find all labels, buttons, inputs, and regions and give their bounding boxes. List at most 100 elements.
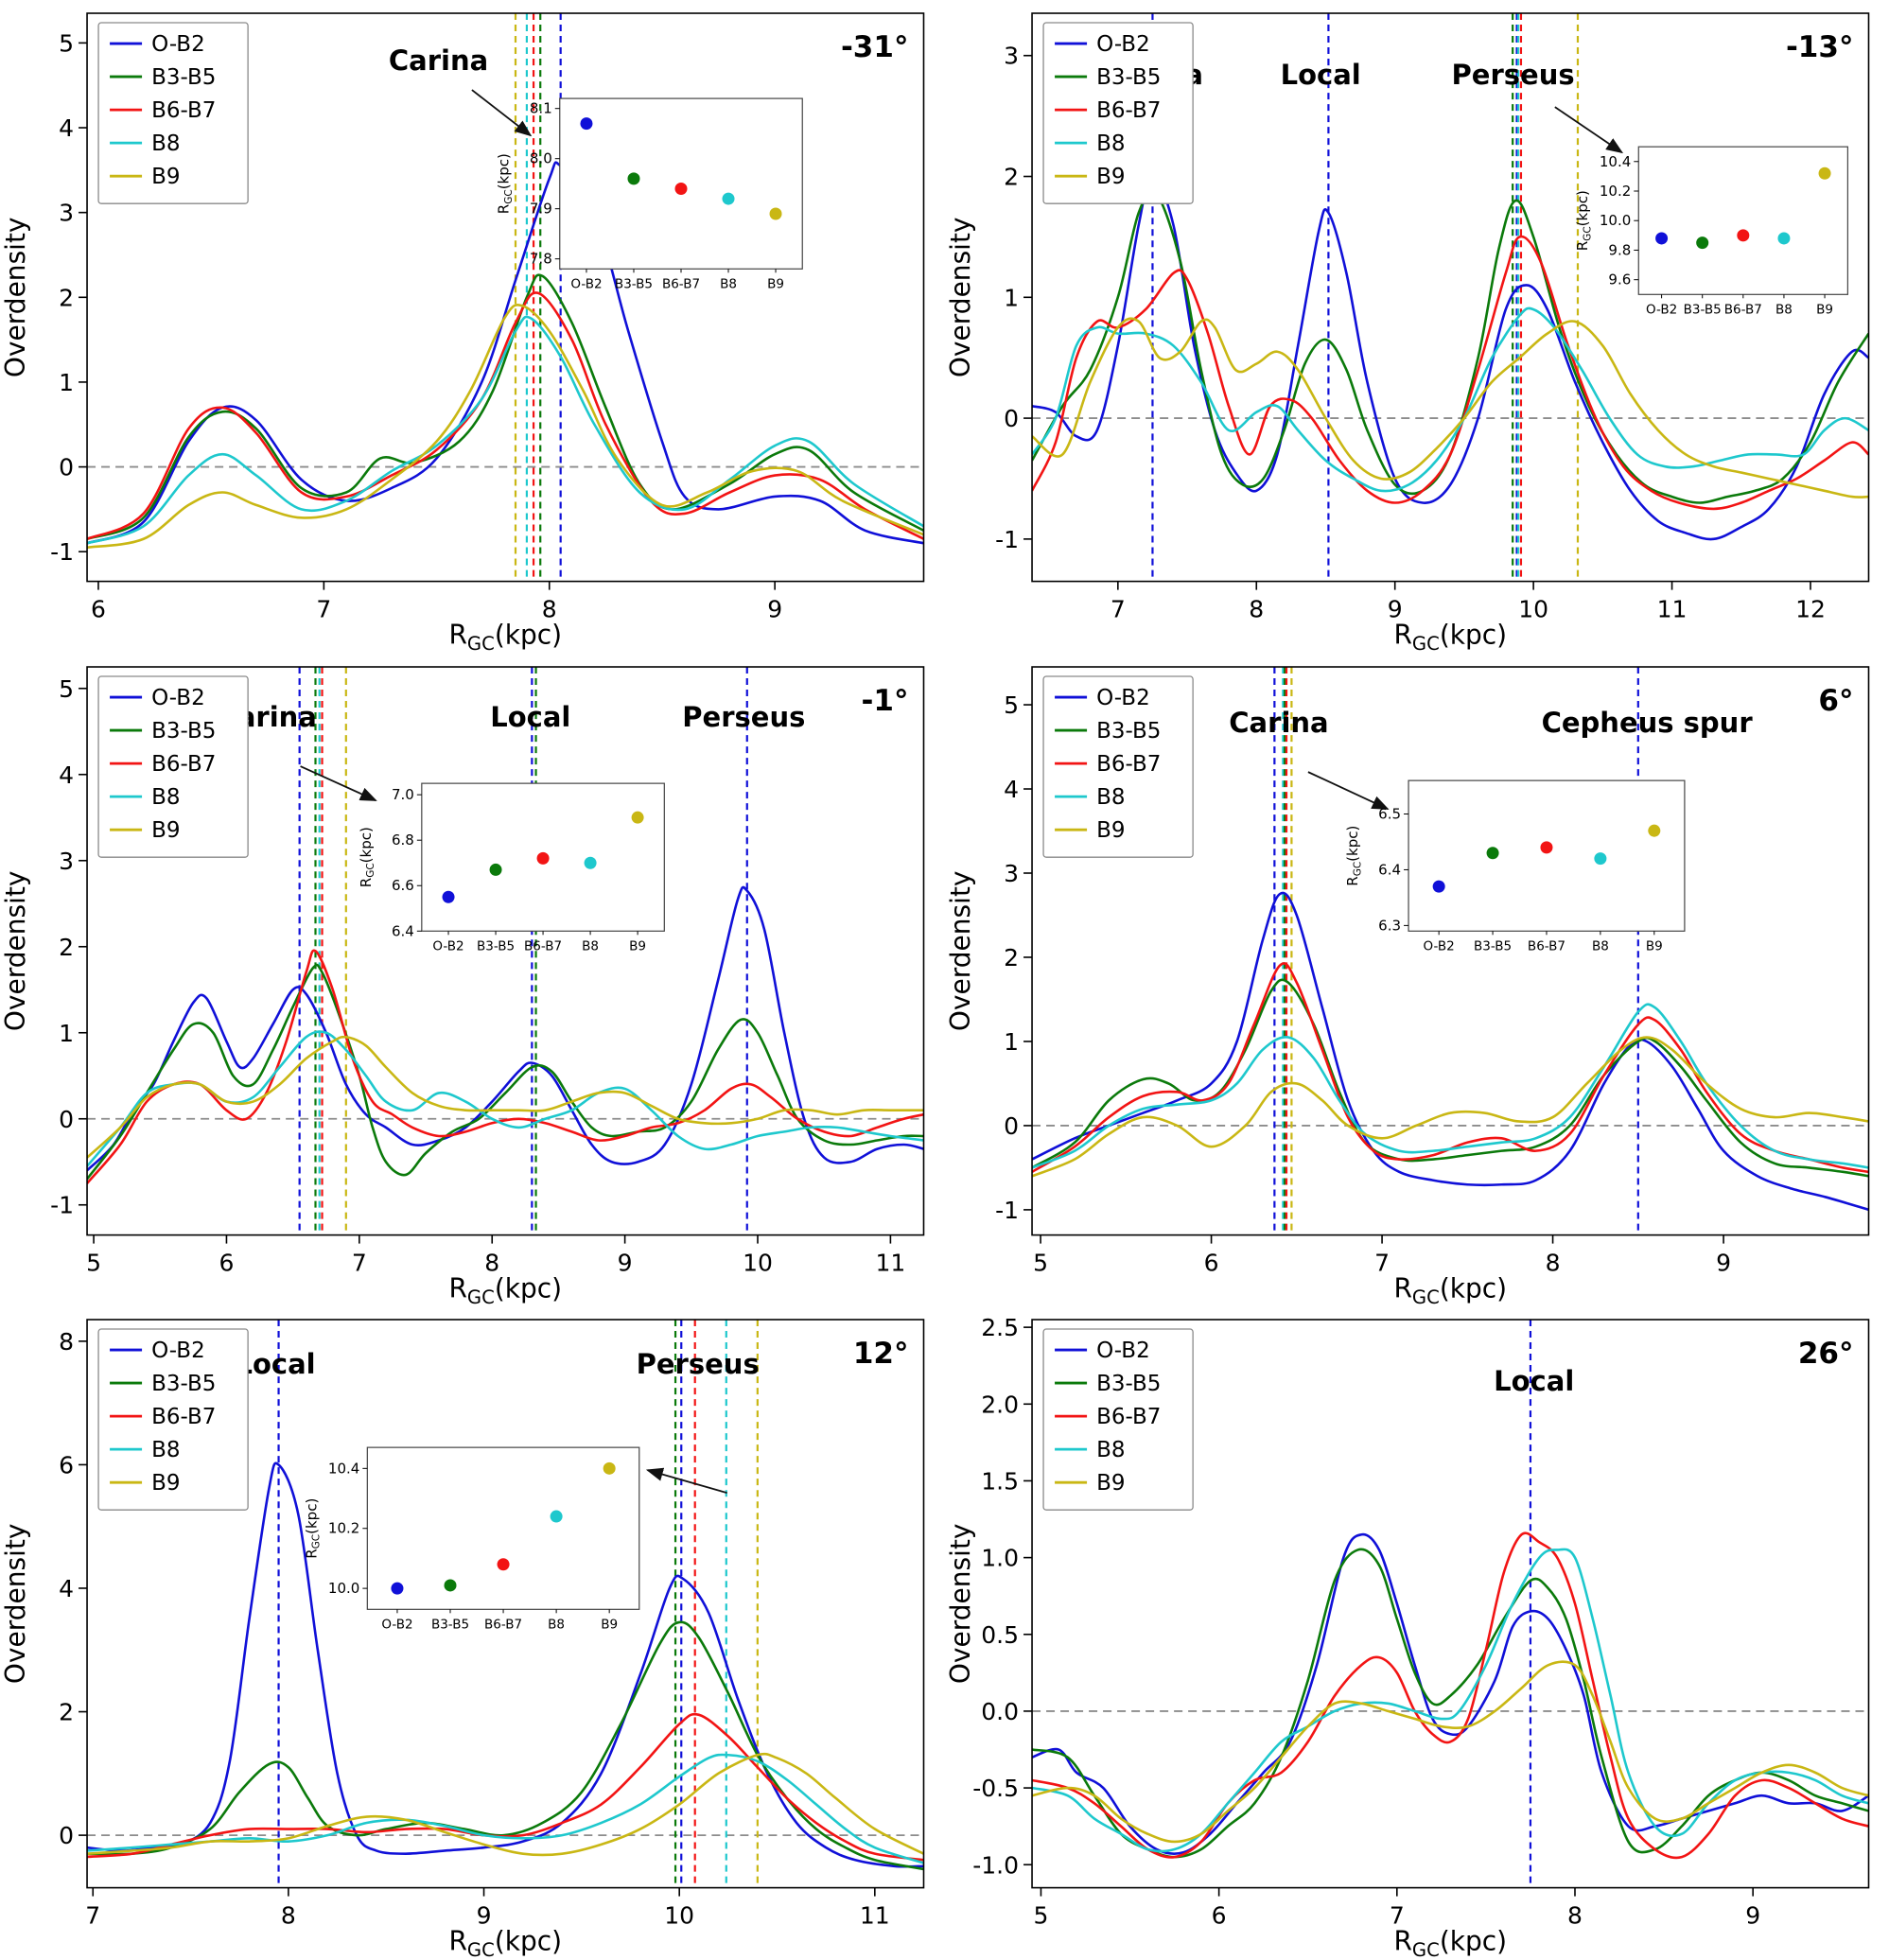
inset-y-tick: 8.1: [530, 100, 552, 117]
legend-label-O-B2: O-B2: [151, 32, 205, 57]
legend-label-B8: B8: [1096, 1438, 1125, 1462]
x-tick-label: 8: [1567, 1902, 1583, 1930]
series-line-B3-B5: [1031, 1548, 1868, 1859]
inset-point-O-B2: [1654, 232, 1668, 245]
y-axis-label: Overdensity: [945, 217, 976, 377]
inset-x-tick: B8: [1775, 302, 1793, 317]
legend-label-O-B2: O-B2: [1096, 686, 1150, 710]
y-tick-label: 5: [59, 29, 74, 57]
inset-x-tick: O-B2: [432, 938, 464, 954]
x-tick-label: 8: [542, 596, 557, 623]
y-axis-label: Overdensity: [0, 870, 31, 1031]
series-line-B9: [1031, 1035, 1868, 1178]
x-tick-label: 6: [219, 1249, 235, 1276]
y-tick-label: 3: [59, 847, 74, 874]
x-tick-label: 10: [1518, 596, 1548, 623]
legend-box: O-B2 B3-B5 B6-B7 B8 B9: [1041, 22, 1194, 204]
series-line-B3-B5: [87, 1620, 924, 1871]
x-tick-label: 9: [1745, 1902, 1760, 1930]
x-axis-label: RGC(kpc): [1393, 620, 1507, 654]
inset-y-tick: 6.8: [392, 831, 414, 849]
inset-y-tick: 6.4: [1378, 861, 1401, 878]
x-tick-label: 7: [1374, 1249, 1390, 1276]
x-tick-label: 9: [477, 1902, 492, 1930]
axes-frame: [86, 1319, 925, 1889]
legend-box: O-B2 B3-B5 B6-B7 B8 B9: [97, 22, 249, 204]
x-tick-label: 8: [1545, 1249, 1560, 1276]
legend-label-B9: B9: [1096, 1472, 1125, 1496]
legend-label-B9: B9: [151, 165, 180, 189]
legend-label-B9: B9: [1096, 818, 1125, 843]
y-tick-label: 2.5: [981, 1314, 1019, 1341]
legend-box: O-B2 B3-B5 B6-B7 B8 B9: [1041, 675, 1194, 858]
inset-point-B8: [722, 192, 735, 205]
inset-x-tick: B9: [1645, 938, 1662, 954]
x-tick-label: 11: [875, 1249, 905, 1276]
arm-label: Local: [490, 701, 570, 733]
x-tick-label: 11: [1656, 596, 1687, 623]
y-axis-label: Overdensity: [0, 1524, 31, 1685]
y-tick-label: 0: [59, 1105, 74, 1132]
x-tick-label: 6: [91, 596, 106, 623]
x-tick-label: 5: [1033, 1249, 1048, 1276]
inset-y-tick: 6.5: [1378, 805, 1401, 822]
inset-y-tick: 6.6: [392, 877, 414, 894]
panel-minus31: 6 7 8 9 -1 0 1 2 3 4 5 RGC(kpc) Overdensity -31° Carin…: [0, 0, 945, 654]
inset-y-tick: 7.8: [530, 251, 552, 268]
inset-point-B6-B7: [1736, 229, 1749, 242]
inset-x-tick: B9: [1816, 302, 1833, 317]
arm-label: Perseus: [1451, 59, 1574, 91]
y-tick-label: 2: [1004, 944, 1019, 971]
plot-area: [87, 1320, 924, 1888]
inset-y-tick: 10.2: [328, 1520, 359, 1537]
series-line-B6-B7: [87, 949, 924, 1184]
panel-12: 7 8 9 10 11 0 2 4 6 8 RGC(kpc) Overdensity 12° Local P…: [0, 1306, 945, 1960]
panel-26: 5 6 7 8 9 -1.0 -0.5 0.0 0.5 1.0 1.5 2.0 2.5 RGC(kpc) O…: [945, 1306, 1889, 1960]
inset-x-tick: B8: [582, 938, 599, 954]
legend-label-B6-B7: B6-B7: [151, 752, 216, 777]
inset-x-tick: O-B2: [381, 1618, 412, 1633]
y-tick-label: 2: [59, 284, 74, 311]
panel-minus13: 789101112-10123RGC(kpc)Overdensity-13°Ca…: [945, 0, 1889, 654]
inset-y-tick: 10.0: [1599, 212, 1630, 229]
inset-point-B8: [1776, 232, 1790, 245]
legend-label-B9: B9: [1096, 165, 1125, 189]
inset-scatter: 6.3 6.4 6.5 O-B2 B3-B5 B6-B7 B8 B9 RGC(kpc): [1344, 779, 1686, 954]
annotation-arrow: [300, 764, 377, 801]
y-axis-label: Overdensity: [945, 870, 976, 1031]
legend-label-B3-B5: B3-B5: [151, 65, 216, 90]
series-line-B6-B7: [1031, 1531, 1868, 1860]
y-tick-label: 4: [59, 1575, 74, 1602]
y-tick-label: 1: [59, 1019, 74, 1046]
legend-label-O-B2: O-B2: [151, 1339, 205, 1363]
arm-label: Perseus: [682, 701, 805, 733]
inset-y-tick: 10.4: [328, 1461, 359, 1478]
inset-point-B9: [1818, 166, 1831, 180]
y-tick-label: 0: [59, 454, 74, 481]
x-tick-label: 7: [1110, 596, 1125, 623]
inset-x-tick: B6-B7: [524, 938, 562, 954]
series-line-B9: [87, 1753, 924, 1857]
y-tick-label: 0: [1004, 405, 1019, 432]
y-tick-label: 1: [59, 369, 74, 396]
series-line-B3-B5: [1031, 978, 1868, 1178]
inset-point-O-B2: [1432, 880, 1445, 893]
inset-y-label: RGC(kpc): [1574, 190, 1593, 251]
x-axis-label: RGC(kpc): [448, 1272, 562, 1306]
y-tick-label: 4: [1004, 776, 1019, 803]
inset-y-label: RGC(kpc): [358, 827, 376, 887]
x-tick-label: 7: [316, 596, 331, 623]
inset-x-tick: B8: [548, 1618, 565, 1633]
panel-6: 5 6 7 8 9 -1 0 1 2 3 4 5 RGC(kpc) Overdensity 6° Carina…: [945, 654, 1889, 1306]
arm-label: Carina: [1229, 707, 1328, 739]
inset-x-tick: B9: [767, 276, 784, 291]
x-tick-label: 8: [484, 1249, 499, 1276]
series-line-B8: [1031, 1548, 1868, 1853]
y-tick-label: 3: [59, 200, 74, 227]
series-line-B8: [1031, 306, 1868, 493]
legend-label-B8: B8: [151, 131, 180, 156]
y-tick-label: 4: [59, 761, 74, 788]
x-tick-label: 12: [1795, 596, 1826, 623]
inset-point-O-B2: [391, 1582, 404, 1595]
